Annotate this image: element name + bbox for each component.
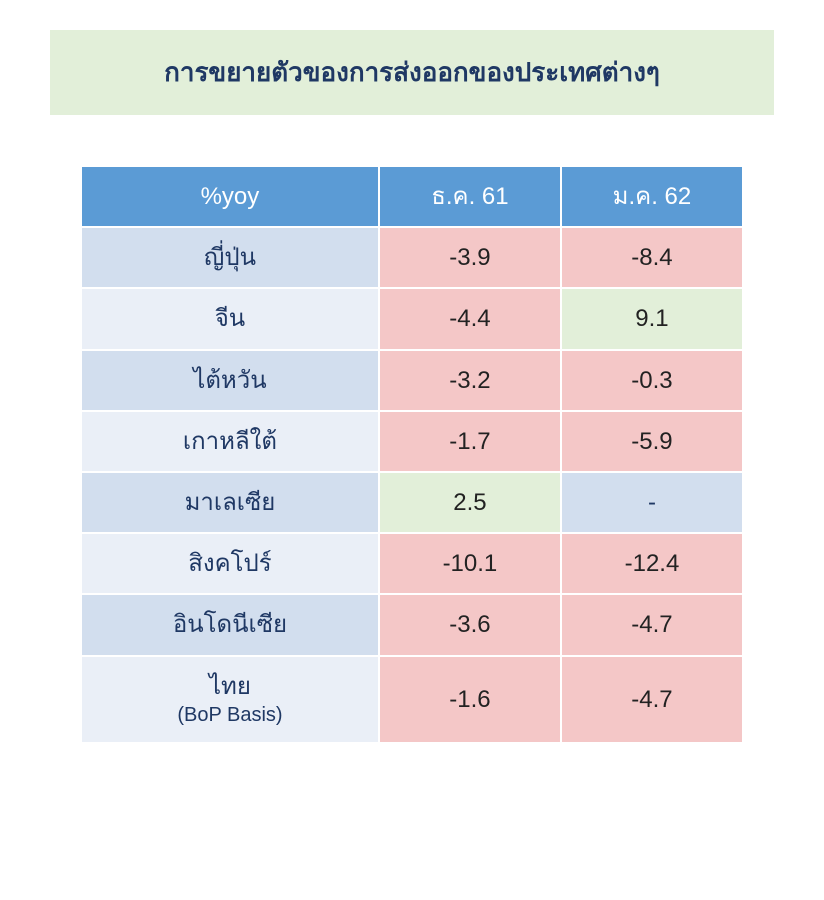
value-cell-period1: -3.6 <box>379 594 561 655</box>
value-cell-period1: -3.2 <box>379 350 561 411</box>
value-cell-period2: -5.9 <box>561 411 743 472</box>
value-cell-period2: -12.4 <box>561 533 743 594</box>
table-header-row: %yoy ธ.ค. 61 ม.ค. 62 <box>81 166 743 227</box>
value-cell-period2: -4.7 <box>561 656 743 743</box>
country-name-cell: ไต้หวัน <box>81 350 379 411</box>
country-name-cell: ญี่ปุ่น <box>81 227 379 288</box>
country-name: ไทย <box>209 673 251 700</box>
table-row: ญี่ปุ่น -3.9-8.4 <box>81 227 743 288</box>
country-subtext: (BoP Basis) <box>88 702 372 728</box>
table-row: มาเลเซีย 2.5- <box>81 472 743 533</box>
value-cell-period1: -4.4 <box>379 288 561 349</box>
value-cell-period1: -10.1 <box>379 533 561 594</box>
col-header-period1: ธ.ค. 61 <box>379 166 561 227</box>
value-cell-period2: - <box>561 472 743 533</box>
country-name-cell: มาเลเซีย <box>81 472 379 533</box>
table-body: ญี่ปุ่น -3.9-8.4 จีน -4.49.1 ไต้หวัน -3.2-0.3… <box>81 227 743 743</box>
table-row: อินโดนีเซีย -3.6-4.7 <box>81 594 743 655</box>
value-cell-period2: -8.4 <box>561 227 743 288</box>
value-cell-period2: -4.7 <box>561 594 743 655</box>
table-row: ไต้หวัน -3.2-0.3 <box>81 350 743 411</box>
country-name-cell: ไทย(BoP Basis) <box>81 656 379 743</box>
table-row: จีน -4.49.1 <box>81 288 743 349</box>
value-cell-period2: -0.3 <box>561 350 743 411</box>
country-name: มาเลเซีย <box>185 489 276 516</box>
country-name: สิงคโปร์ <box>188 550 271 577</box>
table-row: ไทย(BoP Basis)-1.6-4.7 <box>81 656 743 743</box>
country-name: ไต้หวัน <box>193 367 266 394</box>
table-row: เกาหลีใต้ -1.7-5.9 <box>81 411 743 472</box>
country-name: เกาหลีใต้ <box>183 428 277 455</box>
col-header-period2: ม.ค. 62 <box>561 166 743 227</box>
country-name: จีน <box>215 305 245 332</box>
country-name-cell: เกาหลีใต้ <box>81 411 379 472</box>
value-cell-period1: -1.6 <box>379 656 561 743</box>
export-growth-table-container: %yoy ธ.ค. 61 ม.ค. 62 ญี่ปุ่น -3.9-8.4 จีน -… <box>50 165 774 744</box>
country-name: อินโดนีเซีย <box>173 611 287 638</box>
country-name-cell: อินโดนีเซีย <box>81 594 379 655</box>
value-cell-period1: -1.7 <box>379 411 561 472</box>
country-name-cell: จีน <box>81 288 379 349</box>
country-name-cell: สิงคโปร์ <box>81 533 379 594</box>
value-cell-period2: 9.1 <box>561 288 743 349</box>
export-growth-table: %yoy ธ.ค. 61 ม.ค. 62 ญี่ปุ่น -3.9-8.4 จีน -… <box>80 165 744 744</box>
country-name: ญี่ปุ่น <box>204 244 256 271</box>
table-row: สิงคโปร์ -10.1-12.4 <box>81 533 743 594</box>
page-title: การขยายตัวของการส่งออกของประเทศต่างๆ <box>50 30 774 115</box>
col-header-metric: %yoy <box>81 166 379 227</box>
value-cell-period1: 2.5 <box>379 472 561 533</box>
value-cell-period1: -3.9 <box>379 227 561 288</box>
